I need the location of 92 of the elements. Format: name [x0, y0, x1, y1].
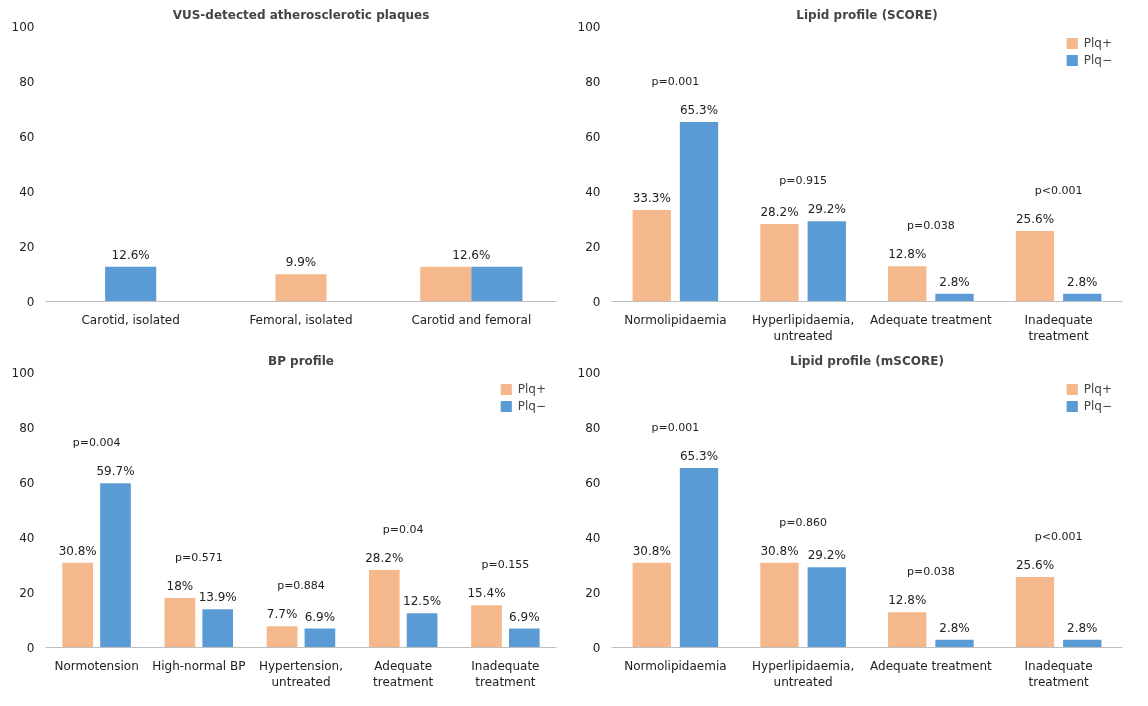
data-label: 9.9% [285, 255, 317, 270]
y-tick-label: 100 [577, 366, 601, 380]
data-label: 2.8% [939, 274, 970, 289]
annotation: p<0.001 [1034, 184, 1083, 198]
data-label: 2.8% [1067, 620, 1098, 635]
x-tick-label: Inadequate treatment [1024, 312, 1093, 344]
y-tick-label: 40 [19, 531, 35, 545]
x-tick-label: Hyperlipidaemia, untreated [752, 312, 855, 344]
annotation: p=0.571 [174, 551, 223, 564]
x-tick-label: Hyperlipidaemia, untreated [752, 658, 855, 690]
data-label: 30.8% [58, 543, 97, 558]
legend-label: Plq− [1083, 53, 1112, 67]
annotation: p=0.915 [779, 174, 827, 188]
y-tick-label: 20 [585, 586, 601, 600]
x-tick-label: Carotid and femoral [411, 312, 532, 327]
legend-label: Plq− [517, 399, 546, 413]
annotation: p=0.155 [481, 558, 530, 572]
y-tick-label: 0 [26, 641, 35, 655]
y-tick-label: 80 [19, 421, 35, 435]
legend-label: Plq− [1083, 399, 1112, 413]
data-label: 15.4% [467, 586, 506, 601]
x-tick-label: Normolipidaemia [624, 312, 727, 327]
y-tick-label: 100 [577, 20, 601, 34]
x-tick-label: Inadequate treatment [1024, 658, 1093, 690]
y-tick-label: 60 [585, 130, 601, 144]
x-tick-label: Adequate treatment [373, 658, 434, 690]
data-label: 65.3% [679, 448, 719, 463]
y-tick-label: 20 [585, 240, 601, 254]
y-tick-label: 60 [585, 476, 601, 490]
annotation: p=0.001 [651, 420, 700, 434]
y-tick-label: 40 [585, 185, 601, 199]
data-label: 2.8% [1067, 274, 1098, 289]
annotation: p=0.860 [779, 515, 827, 529]
annotation: p=0.004 [72, 436, 121, 450]
legend-label: Plq+ [517, 382, 546, 396]
data-label: 12.8% [888, 247, 927, 262]
data-label: 29.2% [807, 202, 846, 217]
data-label: 6.9% [509, 609, 540, 624]
y-tick-label: 80 [585, 421, 601, 435]
data-label: 12.6% [111, 247, 150, 262]
y-tick-label: 60 [19, 130, 35, 144]
y-tick-label: 100 [11, 366, 35, 380]
data-label: 13.9% [198, 590, 237, 605]
annotation: p<0.001 [1034, 530, 1083, 544]
x-tick-label: Femoral, isolated [249, 312, 353, 327]
annotation: p=0.038 [907, 565, 955, 579]
x-tick-label: High-normal BP [152, 658, 246, 673]
chart-title: Lipid profile (SCORE) [796, 7, 938, 22]
y-tick-label: 20 [19, 586, 35, 600]
y-tick-label: 100 [11, 20, 35, 34]
legend-label: Plq+ [1083, 382, 1112, 396]
data-label: 65.3% [679, 102, 719, 117]
annotation: p=0.001 [651, 74, 700, 88]
data-label: 29.2% [807, 548, 846, 563]
y-tick-label: 40 [585, 531, 601, 545]
x-tick-label: Hypertension, untreated [258, 658, 344, 690]
data-label: 25.6% [1015, 558, 1055, 573]
data-label: 28.2% [760, 204, 799, 219]
y-tick-label: 0 [26, 295, 35, 309]
annotation: p=0.04 [382, 522, 424, 536]
y-tick-label: 80 [585, 75, 601, 89]
data-label: 33.3% [632, 190, 671, 205]
data-label: 12.8% [888, 593, 927, 608]
y-tick-label: 40 [19, 185, 35, 199]
data-label: 6.9% [304, 609, 336, 624]
annotation: p=0.038 [907, 219, 955, 233]
y-tick-label: 0 [592, 641, 601, 655]
chart-title: VUS-detected atherosclerotic plaques [172, 7, 430, 22]
data-label: 12.6% [452, 247, 491, 262]
x-tick-label: Adequate treatment [870, 658, 993, 673]
data-label: 28.2% [365, 550, 404, 565]
legend-label: Plq+ [1083, 36, 1112, 50]
data-label: 59.7% [96, 464, 135, 479]
data-label: 25.6% [1015, 212, 1055, 227]
data-label: 18% [166, 579, 194, 593]
chart-title: BP profile [267, 353, 335, 368]
y-tick-label: 80 [19, 75, 35, 89]
x-tick-label: Inadequate treatment [471, 658, 540, 690]
annotation: p=0.884 [277, 579, 325, 593]
chart-title: Lipid profile (mSCORE) [790, 353, 944, 368]
x-tick-label: Carotid, isolated [81, 312, 180, 327]
y-tick-label: 0 [592, 295, 601, 309]
y-tick-label: 20 [19, 240, 35, 254]
x-tick-label: Adequate treatment [870, 312, 993, 327]
x-tick-label: Normotension [54, 658, 139, 673]
data-label: 7.7% [266, 607, 298, 622]
y-tick-label: 60 [19, 476, 35, 490]
data-label: 30.8% [632, 543, 671, 558]
x-tick-label: Normolipidaemia [624, 658, 727, 673]
data-label: 30.8% [760, 543, 799, 558]
data-label: 2.8% [939, 620, 970, 635]
data-label: 12.5% [403, 594, 442, 609]
